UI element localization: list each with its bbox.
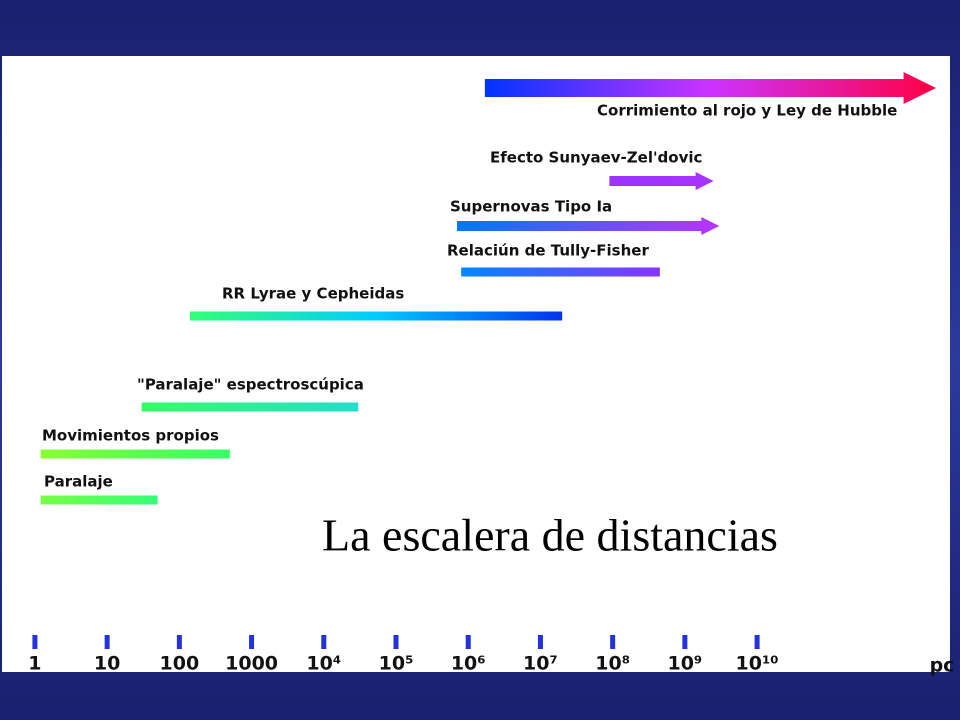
- x-tick-label: 10⁷: [523, 653, 558, 675]
- x-tick: [32, 635, 38, 649]
- method-label: "Paralaje" espectroscúpica: [137, 376, 364, 394]
- method-label: Corrimiento al rojo y Ley de Hubble: [597, 102, 897, 120]
- x-tick-label: 10⁶: [451, 653, 486, 675]
- x-tick: [610, 635, 616, 649]
- x-tick-label: 1000: [225, 653, 278, 675]
- range-bar: [609, 172, 714, 190]
- x-tick-label: 10⁹: [667, 653, 702, 675]
- x-tick: [754, 635, 760, 649]
- range-bar: [141, 402, 359, 412]
- x-tick: [249, 635, 255, 649]
- x-tick-label: 100: [160, 653, 200, 675]
- method-label: Supernovas Tipo Ia: [450, 198, 612, 216]
- range-bar: [40, 449, 230, 459]
- range-bar: [457, 217, 720, 235]
- x-tick: [176, 635, 182, 649]
- x-tick: [682, 635, 688, 649]
- x-tick: [104, 635, 110, 649]
- x-tick-label: 10⁸: [595, 653, 630, 675]
- x-tick: [393, 635, 399, 649]
- method-label: Relaciún de Tully-Fisher: [447, 242, 649, 260]
- method-label: Efecto Sunyaev-Zel'dovic: [490, 149, 702, 167]
- chart-area: [2, 56, 950, 672]
- x-tick-label: 1: [28, 653, 41, 675]
- x-tick-label: 10: [94, 653, 120, 675]
- x-tick-label: 10¹⁰: [736, 653, 779, 675]
- range-bar: [40, 495, 158, 505]
- x-tick: [465, 635, 471, 649]
- x-tick-label: 10⁴: [306, 653, 341, 675]
- x-tick: [537, 635, 543, 649]
- x-tick: [321, 635, 327, 649]
- axis-unit: pc: [930, 655, 955, 677]
- x-tick-label: 10⁵: [379, 653, 414, 675]
- range-bar: [461, 267, 660, 277]
- method-label: Movimientos propios: [42, 427, 219, 445]
- method-label: RR Lyrae y Cepheidas: [222, 285, 404, 303]
- chart-title: La escalera de distancias: [322, 510, 778, 561]
- range-bar: [189, 311, 563, 321]
- method-label: Paralaje: [44, 473, 113, 491]
- range-bar: [484, 72, 936, 104]
